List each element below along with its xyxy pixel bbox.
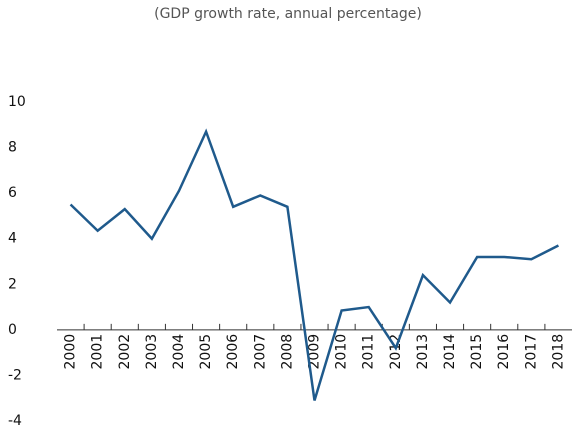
y-tick-label: 10 [8, 94, 26, 110]
y-tick-label: -4 [8, 413, 22, 429]
y-tick-label: 8 [8, 140, 17, 156]
x-tick-label: 2017 [523, 334, 539, 370]
y-tick-label: 4 [8, 231, 17, 247]
x-tick-label: 2018 [550, 334, 566, 370]
x-tick-label: 2009 [307, 334, 323, 370]
x-tick-label: 2001 [90, 334, 106, 370]
y-tick-label: 2 [8, 276, 17, 292]
x-tick-label: 2004 [171, 334, 187, 370]
x-tick-label: 2015 [469, 334, 485, 370]
y-tick-label: 6 [8, 185, 17, 201]
x-tick-label: 2016 [496, 334, 512, 370]
x-tick-label: 2014 [442, 334, 458, 370]
x-tick-label: 2013 [415, 334, 431, 370]
x-tick-label: 2007 [252, 334, 268, 370]
line-series [69, 128, 560, 401]
x-tick-label: 2011 [361, 334, 377, 370]
x-tick-label: 2005 [198, 334, 214, 370]
x-tick-label: 2002 [117, 334, 133, 370]
x-tick-label: 2008 [279, 334, 295, 370]
chart-subtitle: (GDP growth rate, annual percentage) [154, 6, 422, 22]
x-tick-label: 2003 [144, 334, 160, 370]
x-tick-label: 2006 [225, 334, 241, 370]
x-tick-label: 2010 [334, 334, 350, 370]
x-tick-label: 2000 [63, 334, 79, 370]
y-tick-label: 0 [8, 322, 17, 338]
y-tick-label: -2 [8, 367, 22, 383]
